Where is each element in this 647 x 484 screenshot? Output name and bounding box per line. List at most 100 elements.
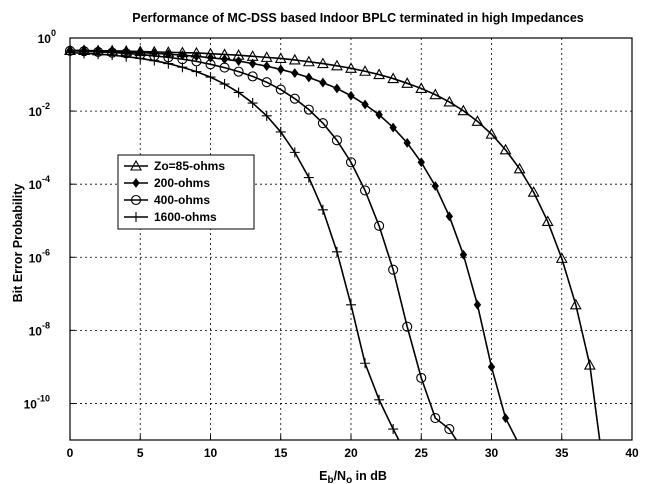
data-point [247, 98, 258, 109]
x-axis-label-e: E [319, 469, 327, 483]
data-point [302, 55, 315, 67]
grid-lines [70, 38, 632, 440]
data-point [205, 72, 216, 83]
data-point [373, 68, 386, 80]
legend-item: Zo=85-ohms [124, 159, 225, 173]
data-point [359, 185, 371, 196]
data-point [289, 147, 300, 158]
data-point [319, 77, 327, 88]
legend-marker [132, 178, 140, 188]
legend-item: 200-ohms [124, 176, 210, 190]
data-point [135, 53, 146, 64]
data-point [403, 137, 411, 148]
series-line [69, 49, 518, 441]
data-point [317, 118, 328, 129]
data-point [261, 110, 272, 121]
data-point [305, 72, 313, 83]
data-point [263, 61, 271, 72]
data-point [445, 211, 454, 222]
x-tick-label: 30 [485, 446, 499, 460]
data-point [149, 55, 160, 66]
data-point [487, 361, 496, 372]
data-point [248, 58, 257, 69]
data-point [374, 394, 385, 405]
legend-marker [130, 159, 142, 171]
data-point [527, 186, 540, 197]
tick-labels: 0 5 10 15 20 25 30 35 40 100 10-2 10-4 10-6 10-8 10-10 [24, 28, 639, 460]
data-point [459, 249, 468, 260]
data-point [457, 104, 470, 116]
data-point [499, 143, 512, 155]
data-point [347, 90, 355, 101]
y-tick-label: 10-4 [29, 174, 50, 192]
series-line [69, 49, 458, 441]
series-line [70, 49, 601, 441]
data-point [331, 59, 343, 71]
series-layer [64, 44, 601, 441]
data-point [219, 79, 230, 90]
series-2 [64, 45, 458, 441]
data-point [93, 49, 104, 60]
legend-label: 200-ohms [154, 176, 210, 190]
data-point [346, 299, 356, 310]
legend-marker [130, 194, 142, 206]
data-point [555, 252, 568, 263]
data-point [331, 135, 343, 146]
legend-label: 400-ohms [154, 193, 210, 207]
data-point [471, 115, 484, 126]
x-tick-label: 40 [625, 446, 639, 460]
legend-label: Zo=85-ohms [154, 159, 225, 173]
data-point [192, 51, 201, 62]
data-point [191, 66, 202, 77]
legend-label: 1600-ohms [154, 210, 217, 224]
data-point [416, 372, 427, 383]
legend-marker [131, 212, 141, 222]
data-point [303, 104, 314, 115]
series-0 [64, 44, 601, 441]
series-line [69, 51, 400, 441]
data-point [345, 157, 357, 168]
x-tick-label: 15 [274, 446, 288, 460]
data-point [79, 48, 90, 59]
data-point [191, 56, 202, 67]
x-axis-label-n: /N [334, 469, 347, 483]
data-point [163, 58, 174, 69]
data-point [233, 66, 244, 77]
data-point [485, 127, 498, 139]
data-point [289, 93, 300, 104]
data-point [402, 321, 413, 332]
data-point [388, 424, 399, 435]
y-tick-label: 100 [38, 28, 56, 46]
data-point [220, 54, 229, 65]
data-point [261, 77, 272, 88]
data-point [275, 126, 286, 137]
data-point [359, 65, 371, 76]
legend: Zo=85-ohms 200-ohms 400-ohms 1600-ohms [117, 154, 255, 230]
x-axis-label-sub-o: o [346, 475, 352, 484]
y-tick-label: 10-2 [29, 101, 50, 119]
data-point [360, 358, 371, 369]
data-point [291, 68, 299, 79]
data-point [233, 87, 244, 98]
data-point [583, 358, 596, 370]
data-point [345, 62, 357, 73]
legend-item: 400-ohms [124, 193, 210, 207]
y-axis-label: Bit Error Probability [11, 184, 25, 303]
data-point [513, 162, 526, 174]
data-point [121, 51, 132, 62]
data-point [277, 64, 285, 75]
x-axis-label-sub-b: b [327, 475, 333, 484]
data-point [234, 56, 243, 66]
data-point [401, 77, 414, 88]
data-point [430, 413, 441, 424]
data-point [288, 53, 301, 65]
series-3 [65, 47, 400, 441]
data-point [177, 62, 188, 73]
data-point [388, 264, 399, 275]
data-point [473, 299, 482, 310]
data-point [317, 204, 328, 215]
y-tick-label: 10-6 [29, 247, 50, 265]
data-point [316, 57, 329, 69]
